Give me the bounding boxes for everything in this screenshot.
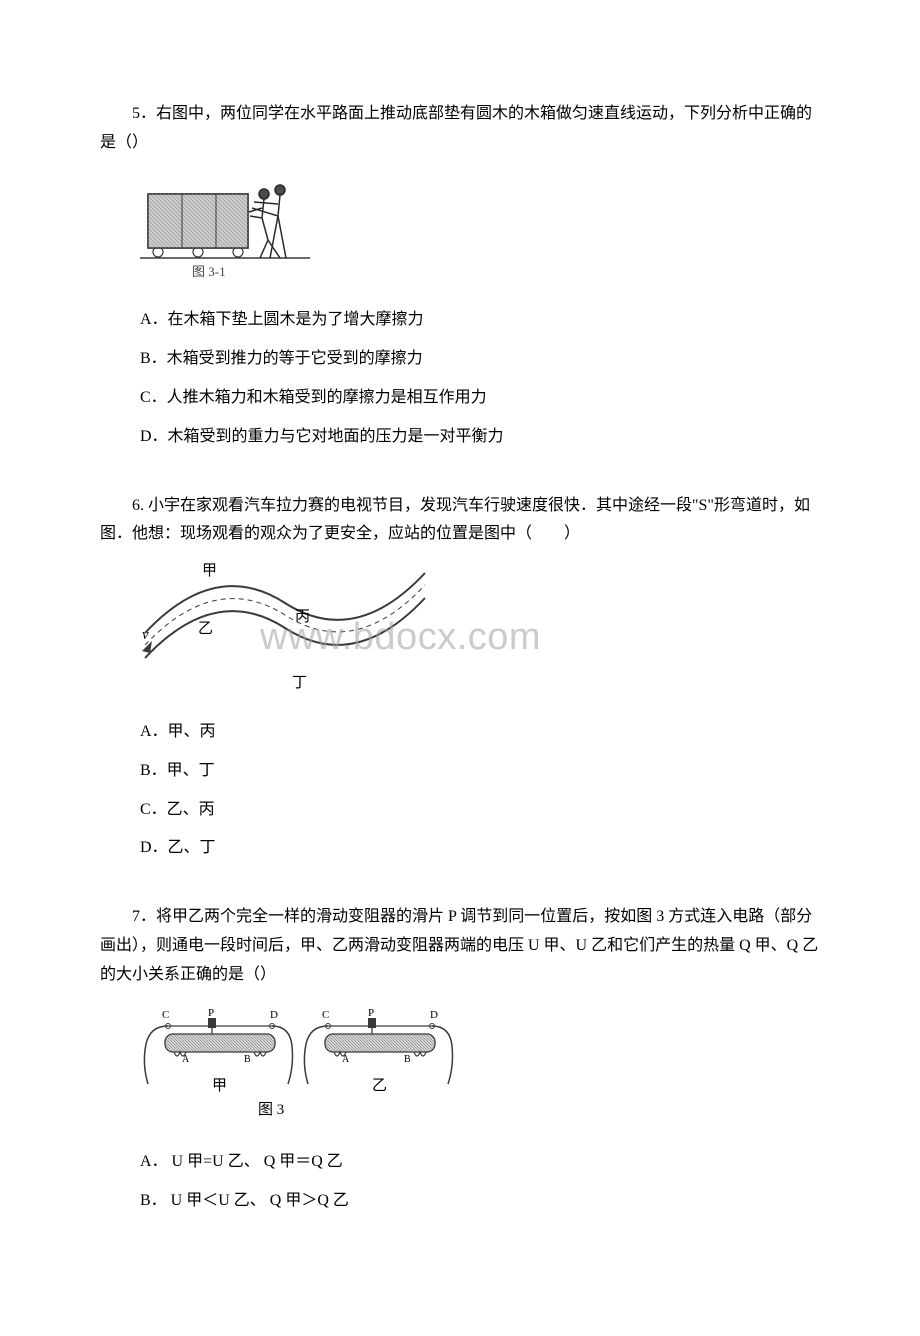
q7-figure-svg: C P D A B 甲 C P D xyxy=(140,1004,460,1124)
q5-figure-svg: 图 3-1 xyxy=(140,172,310,282)
q6-options: A．甲、丙 B．甲、丁 C．乙、丙 D．乙、丁 xyxy=(140,718,820,863)
svg-text:C: C xyxy=(322,1009,329,1021)
q6-option-b: B．甲、丁 xyxy=(140,757,820,786)
rheostat-jia: C P D A B 甲 xyxy=(144,1007,292,1094)
rheostat-yi: C P D A B 乙 xyxy=(304,1007,452,1094)
q5-figure: 图 3-1 xyxy=(140,172,820,293)
q5-options: A．在木箱下垫上圆木是为了增大摩擦力 B．木箱受到推力的等于它受到的摩擦力 C．… xyxy=(140,306,820,451)
q6-option-a: A．甲、丙 xyxy=(140,718,820,747)
q6-figure-svg: 甲 乙 丙 丁 v xyxy=(140,563,430,693)
q7-option-b: B． U 甲＜U 乙、 Q 甲＞Q 乙 xyxy=(140,1187,820,1216)
svg-text:P: P xyxy=(208,1007,214,1019)
q6-text: 6. 小宇在家观看汽车拉力赛的电视节目，发现汽车行驶速度很快．其中途经一段"S"… xyxy=(100,492,820,550)
q6-option-d: D．乙、丁 xyxy=(140,834,820,863)
q7-figure-label: 图 3 xyxy=(258,1101,284,1118)
q7-text: 7．将甲乙两个完全一样的滑动变阻器的滑片 P 调节到同一位置后，按如图 3 方式… xyxy=(100,903,820,989)
svg-text:D: D xyxy=(270,1009,278,1021)
q6-label-yi: 乙 xyxy=(198,621,213,637)
svg-text:B: B xyxy=(404,1054,411,1065)
q7-label-yi: 乙 xyxy=(372,1078,387,1094)
q5-option-c: C．人推木箱力和木箱受到的摩擦力是相互作用力 xyxy=(140,384,820,413)
question-7: 7．将甲乙两个完全一样的滑动变阻器的滑片 P 调节到同一位置后，按如图 3 方式… xyxy=(100,903,820,1216)
q5-figure-label: 图 3-1 xyxy=(192,264,226,279)
question-5: 5．右图中，两位同学在水平路面上推动底部垫有圆木的木箱做匀速直线运动，下列分析中… xyxy=(100,100,820,452)
q6-label-ding: 丁 xyxy=(292,675,307,691)
q6-label-jia: 甲 xyxy=(202,563,217,579)
q6-label-v: v xyxy=(142,627,149,643)
q7-figure: C P D A B 甲 C P D xyxy=(140,1004,820,1135)
q7-options: A． U 甲=U 乙、 Q 甲＝Q 乙 B． U 甲＜U 乙、 Q 甲＞Q 乙 xyxy=(140,1148,820,1216)
question-6: 6. 小宇在家观看汽车拉力赛的电视节目，发现汽车行驶速度很快．其中途经一段"S"… xyxy=(100,492,820,864)
q5-option-a: A．在木箱下垫上圆木是为了增大摩擦力 xyxy=(140,306,820,335)
svg-text:A: A xyxy=(182,1054,190,1065)
svg-text:A: A xyxy=(342,1054,350,1065)
q7-label-jia: 甲 xyxy=(212,1078,227,1094)
q6-figure: 甲 乙 丙 丁 v www.bdocx.com xyxy=(140,563,820,704)
q7-option-a: A． U 甲=U 乙、 Q 甲＝Q 乙 xyxy=(140,1148,820,1177)
q5-text: 5．右图中，两位同学在水平路面上推动底部垫有圆木的木箱做匀速直线运动，下列分析中… xyxy=(100,100,820,158)
q5-option-b: B．木箱受到推力的等于它受到的摩擦力 xyxy=(140,345,820,374)
svg-text:C: C xyxy=(162,1009,169,1021)
svg-text:P: P xyxy=(368,1007,374,1019)
q6-label-bing: 丙 xyxy=(295,609,310,625)
svg-text:D: D xyxy=(430,1009,438,1021)
q6-option-c: C．乙、丙 xyxy=(140,796,820,825)
q5-option-d: D．木箱受到的重力与它对地面的压力是一对平衡力 xyxy=(140,423,820,452)
svg-text:B: B xyxy=(244,1054,251,1065)
